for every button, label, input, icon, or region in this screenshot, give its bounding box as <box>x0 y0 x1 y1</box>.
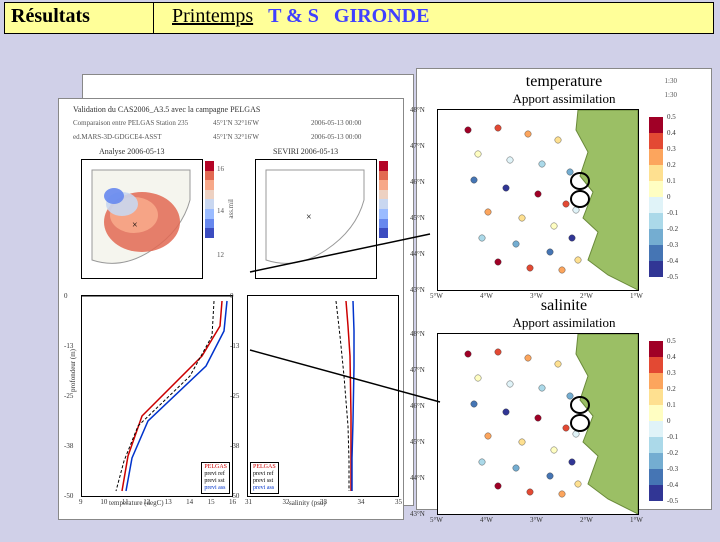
cbv3: 12 <box>217 251 224 259</box>
left-panel: Validation du CAS2006_A3.5 avec la campa… <box>58 98 404 520</box>
svg-text:×: × <box>306 212 312 223</box>
cblbl: ass.mil <box>227 199 235 219</box>
cbv1: 16 <box>217 165 224 173</box>
header-right: Printemps T & S GIRONDE <box>154 2 714 34</box>
lp-title2: Comparaison entre PELGAS Station 235 <box>73 119 188 127</box>
ring3 <box>570 396 590 414</box>
coast1 <box>438 110 638 290</box>
mini-map1: × <box>81 159 203 279</box>
svg-text:×: × <box>132 220 138 231</box>
big-map-sal: 48°N47°N46°N45°N44°N43°N5°W4°W3°W2°W1°W <box>437 333 639 515</box>
ring4 <box>570 414 590 432</box>
lg1b: previ ref <box>204 471 227 478</box>
cbv2: 14 <box>217 207 224 215</box>
ylabel: profondeur (m) <box>69 349 77 392</box>
lg1a: PELGAS <box>204 464 227 471</box>
lg1c: previ sst <box>204 478 227 485</box>
profile-temp: PELGAS previ ref previ sst previ ass 0-1… <box>81 295 233 497</box>
lg2d: previ ass <box>253 485 276 492</box>
big-cbar2: 0.50.40.30.20.10-0.1-0.2-0.3-0.4-0.5 <box>649 341 663 501</box>
profile-sal: PELGAS previ ref previ sst previ ass 0-1… <box>247 295 399 497</box>
lp-leg-left: ed.MARS-3D-GDGCE4-ASST <box>73 133 161 141</box>
header-site: GIRONDE <box>334 5 430 27</box>
legend2: PELGAS previ ref previ sst previ ass <box>250 462 279 494</box>
mini-cbar2 <box>379 161 388 267</box>
lg2c: previ sst <box>253 478 276 485</box>
mini-cbar1 <box>205 161 214 267</box>
lp-title1: Validation du CAS2006_A3.5 avec la campa… <box>73 105 260 114</box>
mini-map1-title: Analyse 2006-05-13 <box>99 147 165 156</box>
big-map-temp: 48°N47°N46°N45°N44°N43°N5°W4°W3°W2°W1°W <box>437 109 639 291</box>
scale1b: 1:30 <box>665 91 677 99</box>
lg2a: PELGAS <box>253 464 276 471</box>
lp-leg-mid1: 45°1'N 32°16'W <box>213 119 259 127</box>
header-season: Printemps <box>172 5 253 27</box>
ring1 <box>570 172 590 190</box>
lp-leg-r2: 2006-05-13 00:00 <box>311 133 361 141</box>
ring2 <box>570 190 590 208</box>
xlabel2: salinity (psu) <box>289 499 326 507</box>
lg1d: previ ass <box>204 485 227 492</box>
legend1: PELGAS previ ref previ sst previ ass <box>201 462 230 494</box>
rt-title2: salinite <box>417 297 711 315</box>
lp-leg-mid2: 45°1'N 32°16'W <box>213 133 259 141</box>
lp-leg-r1: 2006-05-13 00:00 <box>311 119 361 127</box>
rt-sub2: Apport assimilation <box>417 315 711 331</box>
mini-map2: × <box>255 159 377 279</box>
header-left: Résultats <box>4 2 154 34</box>
header-bar: Résultats Printemps T & S GIRONDE <box>4 2 714 34</box>
right-panel: temperature Apport assimilation 1:30 1:3… <box>416 68 712 510</box>
header-ts: T & S <box>268 5 319 27</box>
scale1a: 1:30 <box>665 77 677 85</box>
xlabel1: temperature (degC) <box>109 499 164 507</box>
mini-map2-title: SEVIRI 2006-05-13 <box>273 147 338 156</box>
lg2b: previ ref <box>253 471 276 478</box>
big-cbar1: 0.50.40.30.20.10-0.1-0.2-0.3-0.4-0.5 <box>649 117 663 277</box>
coast2 <box>438 334 638 514</box>
